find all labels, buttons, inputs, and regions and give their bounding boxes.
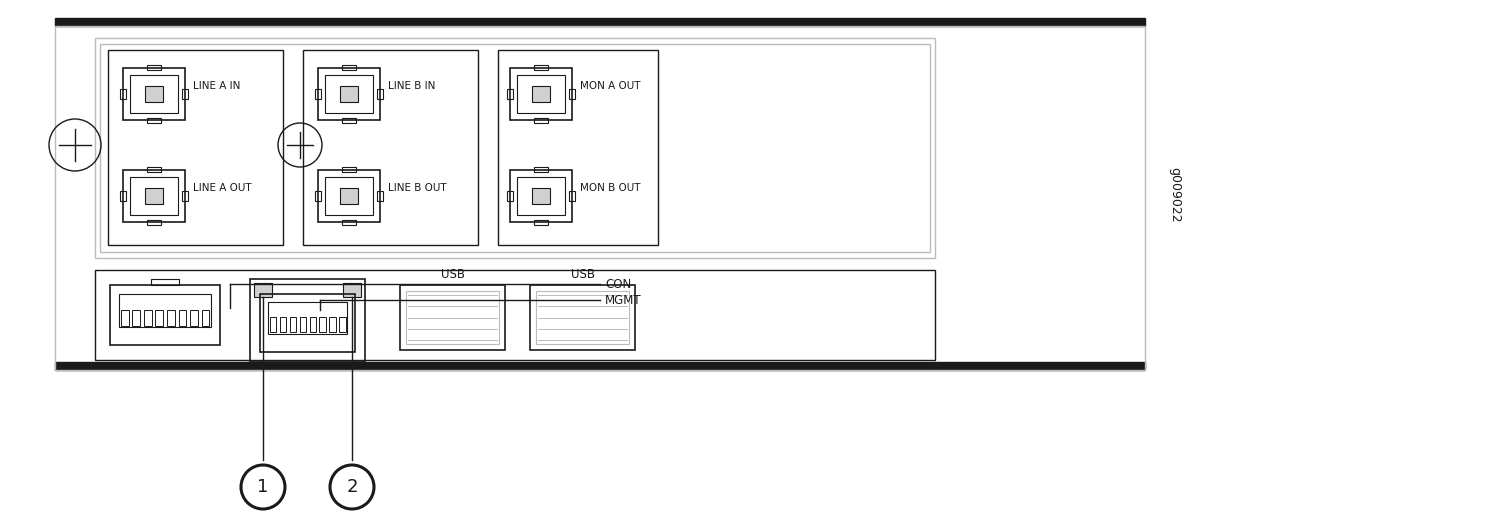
Bar bbox=[507, 191, 513, 201]
Bar bbox=[56, 26, 1144, 370]
Bar bbox=[123, 170, 184, 222]
Bar bbox=[344, 283, 362, 297]
Bar bbox=[146, 86, 162, 102]
Bar bbox=[156, 310, 164, 326]
Bar bbox=[178, 310, 186, 326]
Text: 1: 1 bbox=[258, 478, 268, 496]
Bar bbox=[270, 317, 276, 332]
Bar bbox=[510, 68, 572, 120]
Bar bbox=[518, 178, 564, 214]
Bar bbox=[182, 191, 188, 201]
Bar bbox=[532, 86, 549, 102]
Bar bbox=[376, 89, 382, 99]
Text: USB: USB bbox=[570, 269, 594, 281]
Bar bbox=[118, 294, 211, 327]
Bar bbox=[303, 50, 478, 245]
Circle shape bbox=[242, 465, 285, 509]
Text: LINE B OUT: LINE B OUT bbox=[388, 183, 447, 193]
Text: USB: USB bbox=[441, 269, 465, 281]
Bar bbox=[340, 86, 357, 102]
Bar bbox=[94, 270, 935, 360]
Bar bbox=[300, 317, 306, 332]
Text: CON: CON bbox=[604, 278, 631, 290]
Text: LINE A OUT: LINE A OUT bbox=[194, 183, 252, 193]
Bar bbox=[342, 220, 355, 225]
Bar bbox=[339, 317, 346, 332]
Bar bbox=[536, 291, 628, 344]
Bar bbox=[326, 178, 372, 214]
Bar bbox=[130, 76, 177, 113]
Text: LINE A IN: LINE A IN bbox=[194, 81, 240, 91]
Bar bbox=[123, 68, 184, 120]
Bar bbox=[120, 191, 126, 201]
Bar bbox=[326, 76, 372, 113]
Bar bbox=[315, 191, 321, 201]
Bar bbox=[144, 310, 152, 326]
Bar bbox=[120, 89, 126, 99]
Bar bbox=[279, 317, 286, 332]
Text: MON B OUT: MON B OUT bbox=[580, 183, 640, 193]
Bar bbox=[507, 89, 513, 99]
Bar bbox=[122, 310, 129, 326]
Bar bbox=[568, 89, 574, 99]
Bar bbox=[201, 310, 210, 326]
Bar bbox=[56, 18, 1144, 26]
Bar bbox=[100, 44, 930, 252]
Bar bbox=[340, 188, 357, 204]
Bar bbox=[309, 317, 316, 332]
Bar bbox=[182, 89, 188, 99]
Bar bbox=[518, 76, 564, 113]
Text: LINE B IN: LINE B IN bbox=[388, 81, 435, 91]
Bar bbox=[147, 118, 160, 123]
Bar bbox=[376, 191, 382, 201]
Bar bbox=[534, 118, 548, 123]
Bar bbox=[330, 317, 336, 332]
Text: g009022: g009022 bbox=[1168, 167, 1182, 223]
Bar bbox=[147, 220, 160, 225]
Bar bbox=[110, 285, 220, 345]
Bar bbox=[108, 50, 284, 245]
Bar bbox=[342, 118, 355, 123]
Bar bbox=[152, 279, 178, 285]
Bar bbox=[534, 167, 548, 172]
Bar bbox=[510, 170, 572, 222]
Bar bbox=[315, 89, 321, 99]
Text: MON A OUT: MON A OUT bbox=[580, 81, 640, 91]
Bar bbox=[290, 317, 296, 332]
Circle shape bbox=[330, 465, 374, 509]
Bar bbox=[406, 291, 500, 344]
Bar bbox=[400, 285, 506, 350]
Bar bbox=[318, 68, 380, 120]
Bar bbox=[342, 65, 355, 70]
Bar bbox=[132, 310, 140, 326]
Bar bbox=[147, 167, 160, 172]
Bar bbox=[254, 283, 272, 297]
Bar bbox=[534, 220, 548, 225]
Bar bbox=[251, 279, 364, 362]
Bar bbox=[568, 191, 574, 201]
Bar bbox=[532, 188, 549, 204]
Bar bbox=[320, 317, 326, 332]
Bar bbox=[130, 178, 177, 214]
Bar bbox=[190, 310, 198, 326]
Bar bbox=[147, 65, 160, 70]
Bar bbox=[146, 188, 162, 204]
Bar bbox=[56, 362, 1144, 370]
Text: MGMT: MGMT bbox=[604, 294, 642, 306]
Bar bbox=[94, 38, 935, 258]
Bar bbox=[318, 170, 380, 222]
Bar bbox=[342, 167, 355, 172]
Bar bbox=[260, 294, 356, 352]
Bar bbox=[534, 65, 548, 70]
Bar bbox=[267, 302, 348, 334]
Bar bbox=[530, 285, 634, 350]
Text: 2: 2 bbox=[346, 478, 357, 496]
Bar bbox=[498, 50, 658, 245]
Bar bbox=[166, 310, 174, 326]
